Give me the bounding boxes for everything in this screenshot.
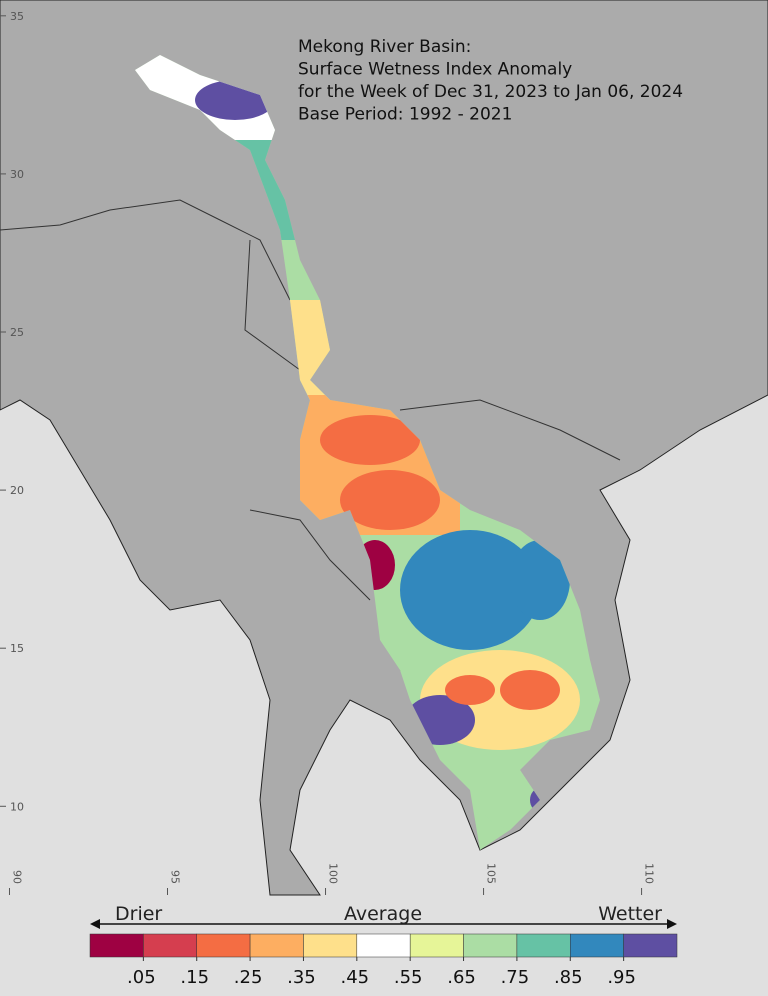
- colorbar-label: .35: [287, 967, 316, 988]
- colorbar-swatch: [516, 933, 571, 958]
- title-line: for the Week of Dec 31, 2023 to Jan 06, …: [298, 82, 683, 102]
- colorbar-label: .15: [180, 967, 209, 988]
- title-line: Surface Wetness Index Anomaly: [298, 60, 572, 80]
- lat-label: 15: [10, 642, 24, 655]
- colorbar-swatch: [249, 933, 304, 958]
- lat-label: 10: [10, 800, 24, 813]
- lon-label: 110: [643, 863, 656, 884]
- basin-patch: [500, 670, 560, 710]
- border: [0, 199, 291, 301]
- lon-label: 90: [10, 870, 23, 884]
- colorbar-swatch: [356, 933, 411, 958]
- colorbar-swatch: [89, 933, 144, 958]
- colorbar-label: .75: [501, 967, 530, 988]
- title-line: Base Period: 1992 - 2021: [298, 105, 512, 125]
- colorbar-swatch: [623, 933, 678, 958]
- border: [244, 239, 301, 371]
- basin-patch: [445, 675, 495, 705]
- basin-patch: [510, 540, 570, 620]
- legend-average: Average: [344, 903, 422, 925]
- basin-patch: [340, 470, 440, 530]
- colorbar-swatch: [196, 933, 251, 958]
- colorbar-swatch: [463, 933, 518, 958]
- legend-drier: Drier: [115, 903, 162, 925]
- arrow-head: [667, 919, 677, 929]
- border: [399, 399, 621, 461]
- border: [249, 509, 371, 601]
- lat-label: 35: [10, 10, 24, 23]
- basin-patch: [320, 415, 420, 465]
- colorbar-label: .95: [607, 967, 636, 988]
- colorbar-label: .05: [127, 967, 156, 988]
- colorbar-swatch: [143, 933, 197, 958]
- basin-patch: [400, 530, 540, 650]
- legend-wetter: Wetter: [598, 903, 662, 925]
- title-line: Mekong River Basin:: [298, 37, 471, 57]
- colorbar-swatch: [303, 933, 358, 958]
- arrow-head: [90, 919, 100, 929]
- colorbar-label: .65: [447, 967, 476, 988]
- colorbar-label: .55: [394, 967, 423, 988]
- lat-label: 25: [10, 326, 24, 339]
- lat-label: 30: [10, 168, 24, 181]
- colorbar-swatch: [409, 933, 464, 958]
- colorbar-label: .45: [340, 967, 369, 988]
- lon-label: 105: [485, 863, 498, 884]
- lon-label: 100: [327, 863, 340, 884]
- colorbar-label: .85: [554, 967, 583, 988]
- lon-label: 95: [169, 870, 182, 884]
- colorbar-label: .25: [234, 967, 263, 988]
- lat-label: 20: [10, 484, 24, 497]
- colorbar-swatch: [570, 933, 624, 958]
